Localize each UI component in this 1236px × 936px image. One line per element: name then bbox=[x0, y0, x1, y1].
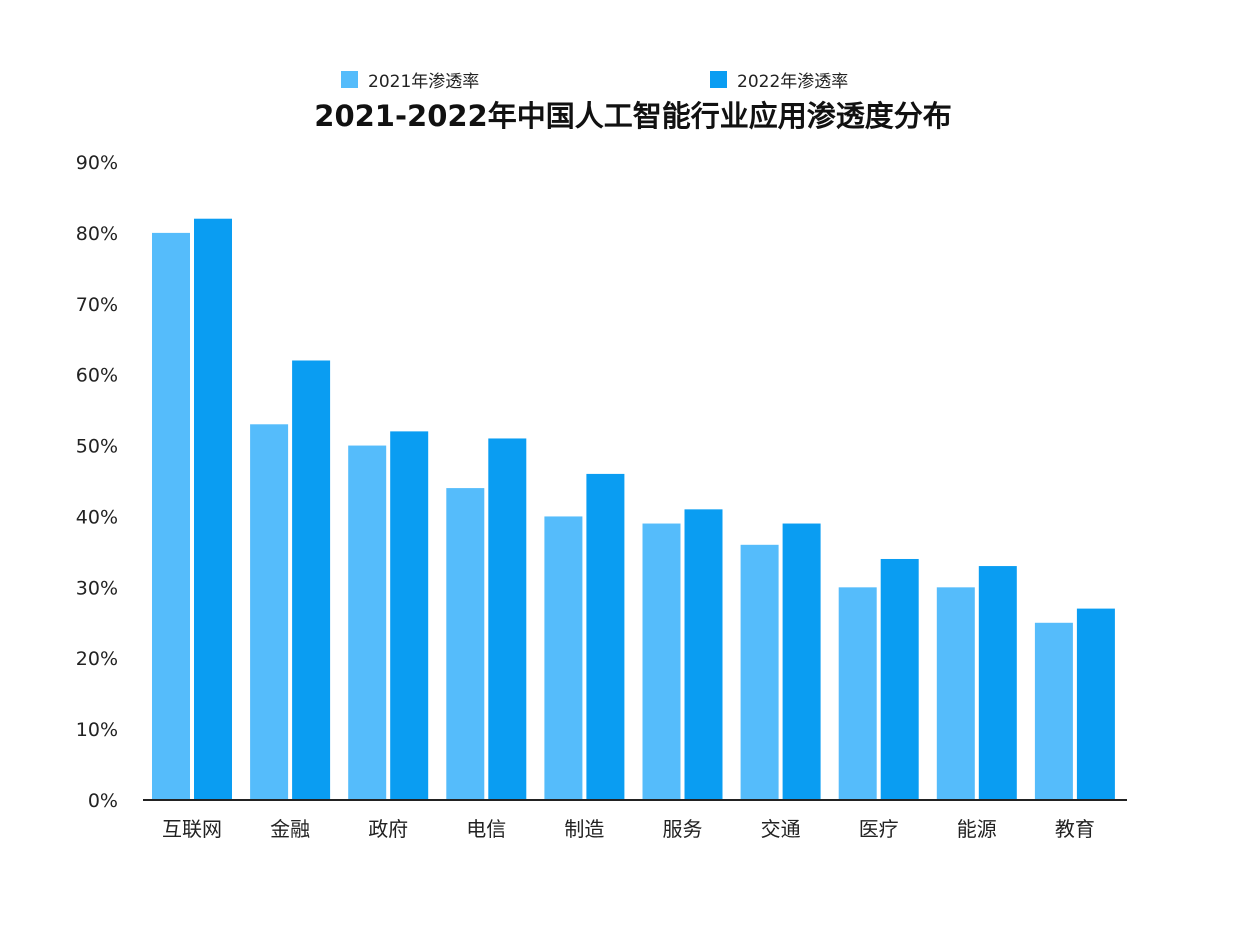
x-category-label: 能源 bbox=[957, 817, 997, 841]
bar-2021 bbox=[740, 544, 779, 800]
bar-2022 bbox=[782, 523, 821, 800]
bar-2021 bbox=[348, 445, 387, 800]
bar-2022 bbox=[978, 566, 1017, 800]
bar-2022 bbox=[194, 218, 232, 800]
x-category-label: 教育 bbox=[1055, 817, 1095, 841]
bar-2021 bbox=[544, 516, 583, 800]
bar-2021 bbox=[250, 424, 289, 800]
bar-2022 bbox=[1076, 608, 1115, 800]
bar-2021 bbox=[838, 587, 877, 800]
legend: 2021年渗透率 2022年渗透率 bbox=[341, 71, 848, 92]
y-tick-label: 20% bbox=[76, 648, 118, 670]
y-tick-label: 40% bbox=[76, 506, 118, 528]
y-tick-label: 60% bbox=[76, 365, 118, 387]
x-axis: 互联网 金融 政府 电信 制造 服务 交通 医疗 能源 教育 bbox=[143, 799, 1127, 841]
y-tick-label: 80% bbox=[76, 223, 118, 245]
x-category-label: 制造 bbox=[564, 817, 604, 841]
legend-swatch-2022 bbox=[710, 71, 727, 88]
y-tick-label: 0% bbox=[88, 790, 118, 812]
x-category-label: 金融 bbox=[270, 817, 310, 841]
y-axis: 0% 10% 20% 30% 40% 50% 60% 70% 80% 90% bbox=[76, 152, 118, 812]
bar-2022 bbox=[390, 431, 429, 800]
y-tick-label: 10% bbox=[76, 719, 118, 741]
bar-2022 bbox=[684, 509, 723, 800]
y-tick-label: 70% bbox=[76, 294, 118, 316]
legend-label-2022: 2022年渗透率 bbox=[737, 72, 848, 92]
x-category-label: 服务 bbox=[663, 817, 703, 841]
y-tick-label: 30% bbox=[76, 577, 118, 599]
chart-title: 2021-2022年中国人工智能行业应用渗透度分布 bbox=[314, 99, 951, 133]
bar-2021 bbox=[1034, 622, 1073, 800]
bar-2021 bbox=[642, 523, 681, 800]
x-category-label: 互联网 bbox=[162, 817, 222, 841]
x-category-label: 电信 bbox=[466, 817, 506, 841]
bar-2021 bbox=[936, 587, 975, 800]
bar-2022 bbox=[586, 473, 625, 800]
y-tick-label: 50% bbox=[76, 436, 118, 458]
bar-2022 bbox=[292, 360, 331, 800]
y-tick-label: 90% bbox=[76, 152, 118, 174]
legend-swatch-2021 bbox=[341, 71, 358, 88]
bar-2021 bbox=[446, 488, 485, 800]
bar-2022 bbox=[880, 558, 919, 800]
bars bbox=[152, 218, 1115, 800]
bar-2021 bbox=[152, 232, 190, 800]
x-category-label: 交通 bbox=[761, 817, 801, 841]
legend-label-2021: 2021年渗透率 bbox=[368, 72, 479, 92]
x-category-label: 医疗 bbox=[859, 817, 899, 841]
x-category-label: 政府 bbox=[368, 817, 408, 841]
bar-2022 bbox=[488, 438, 527, 800]
